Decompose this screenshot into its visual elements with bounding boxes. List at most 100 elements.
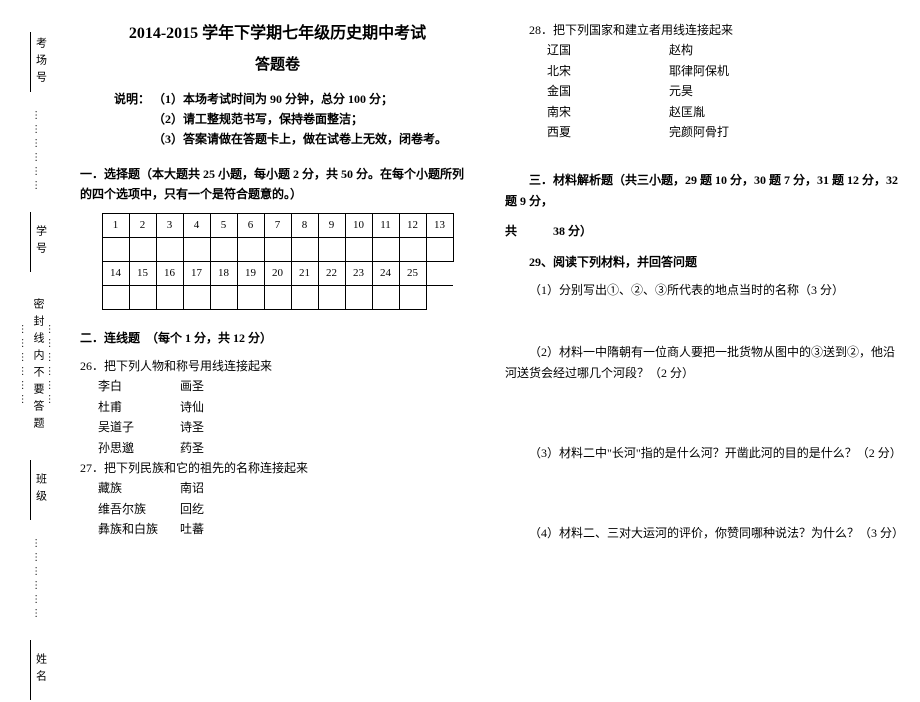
answer-cell: 13 (426, 213, 453, 237)
answer-cell[interactable] (210, 285, 237, 309)
sidebar-label: 班级 (33, 469, 49, 511)
sidebar-dots: ……………… (19, 324, 30, 408)
page-content: 2014-2015 学年下学期七年级历史期中考试 答题卷 说明： （1）本场考试… (80, 20, 900, 630)
answer-cell[interactable] (318, 285, 345, 309)
q29-2: （2）材料一中隋朝有一位商人要把一批货物从图中的③送到②，他沿河送货会经过哪几个… (505, 342, 900, 383)
answer-cell: 17 (183, 261, 210, 285)
table-row: 14 15 16 17 18 19 20 21 22 23 24 25 (102, 261, 453, 285)
answer-cell[interactable] (399, 237, 426, 261)
answer-cell[interactable] (210, 237, 237, 261)
answer-cell: 6 (237, 213, 264, 237)
answer-cell: 21 (291, 261, 318, 285)
answer-cell[interactable] (264, 237, 291, 261)
pair-right: 药圣 (180, 438, 204, 458)
pair-right: 回纥 (180, 499, 204, 519)
sidebar-dots: ……………… (33, 110, 44, 194)
sidebar-field-class: 班级 (28, 458, 49, 522)
pair-left: 西夏 (529, 122, 669, 142)
q27-title: 27．把下列民族和它的祖先的名称连接起来 (80, 458, 475, 478)
pair-left: 北宋 (529, 61, 669, 81)
pair-left: 维吾尔族 (80, 499, 180, 519)
pair-left: 吴道子 (80, 417, 180, 437)
answer-cell: 4 (183, 213, 210, 237)
answer-cell[interactable] (129, 285, 156, 309)
answer-cell[interactable] (183, 237, 210, 261)
answer-cell[interactable] (345, 237, 372, 261)
answer-cell (426, 285, 453, 309)
instr-3: （3）答案请做在答题卡上，做在试卷上无效，闭卷考。 (153, 132, 447, 146)
answer-cell: 19 (237, 261, 264, 285)
left-column: 2014-2015 学年下学期七年级历史期中考试 答题卷 说明： （1）本场考试… (80, 20, 475, 630)
answer-cell[interactable] (129, 237, 156, 261)
answer-cell: 7 (264, 213, 291, 237)
pair-row: 杜甫诗仙 (80, 397, 475, 417)
answer-cell[interactable] (291, 237, 318, 261)
answer-cell: 14 (102, 261, 129, 285)
sidebar-underline (30, 640, 31, 700)
binding-sidebar: 考场号 ……………… 学号 ……………… 密封线内不要答题 ……………… 班级 … (8, 20, 68, 630)
pair-row: 藏族南诏 (80, 478, 475, 498)
q29-3: （3）材料二中"长河"指的是什么河？开凿此河的目的是什么？（2 分） (505, 443, 900, 463)
pair-row: 辽国赵构 (529, 40, 900, 60)
answer-cell[interactable] (237, 285, 264, 309)
answer-cell[interactable] (291, 285, 318, 309)
answer-cell[interactable] (264, 285, 291, 309)
sidebar-label: 考场号 (33, 33, 49, 92)
pair-row: 西夏完颜阿骨打 (529, 122, 900, 142)
answer-cell[interactable] (183, 285, 210, 309)
pair-row: 北宋耶律阿保机 (529, 61, 900, 81)
sidebar-underline (30, 460, 31, 520)
instr-2: （2）请工整规范书写，保持卷面整洁； (153, 112, 363, 126)
pair-left: 彝族和白族 (80, 519, 180, 539)
sidebar-dots: ……………… (46, 324, 57, 408)
pair-left: 李白 (80, 376, 180, 396)
pair-row: 孙思邈药圣 (80, 438, 475, 458)
pair-row: 维吾尔族回纥 (80, 499, 475, 519)
pair-row: 南宋赵匡胤 (529, 102, 900, 122)
answer-cell[interactable] (102, 285, 129, 309)
q28-title: 28．把下列国家和建立者用线连接起来 (505, 20, 900, 40)
sidebar-underline (30, 32, 31, 92)
answer-cell[interactable] (372, 285, 399, 309)
table-row (102, 285, 453, 309)
answer-table-wrap: 1 2 3 4 5 6 7 8 9 10 11 12 13 (80, 213, 475, 310)
answer-cell[interactable] (237, 237, 264, 261)
answer-cell[interactable] (156, 237, 183, 261)
answer-cell (426, 261, 453, 285)
pair-right: 赵匡胤 (669, 102, 705, 122)
sidebar-field-name: 姓名 (28, 638, 49, 702)
answer-cell: 22 (318, 261, 345, 285)
pair-row: 彝族和白族吐蕃 (80, 519, 475, 539)
answer-cell: 12 (399, 213, 426, 237)
q29-1: （1）分别写出①、②、③所代表的地点当时的名称（3 分） (505, 280, 900, 300)
section2-heading: 二．连线题 （每个 1 分，共 12 分） (80, 328, 475, 348)
pair-right: 完颜阿骨打 (669, 122, 729, 142)
answer-cell: 8 (291, 213, 318, 237)
seal-text: 密封线内不要答题 (30, 294, 46, 438)
pair-right: 画圣 (180, 376, 204, 396)
answer-cell[interactable] (102, 237, 129, 261)
answer-cell: 25 (399, 261, 426, 285)
answer-cell[interactable] (156, 285, 183, 309)
table-row (102, 237, 453, 261)
pair-left: 辽国 (529, 40, 669, 60)
pair-right: 耶律阿保机 (669, 61, 729, 81)
answer-cell: 3 (156, 213, 183, 237)
section3-heading-b: 共 38 分） (505, 221, 900, 241)
answer-cell[interactable] (345, 285, 372, 309)
answer-cell[interactable] (372, 237, 399, 261)
sidebar-dots: ……………… (33, 538, 44, 622)
pair-row: 吴道子诗圣 (80, 417, 475, 437)
pair-row: 金国元昊 (529, 81, 900, 101)
answer-cell[interactable] (318, 237, 345, 261)
answer-cell[interactable] (399, 285, 426, 309)
answer-cell[interactable] (426, 237, 453, 261)
pair-row: 李白画圣 (80, 376, 475, 396)
q26-title: 26．把下列人物和称号用线连接起来 (80, 356, 475, 376)
pair-left: 藏族 (80, 478, 180, 498)
answer-cell: 1 (102, 213, 129, 237)
pair-left: 南宋 (529, 102, 669, 122)
pair-right: 南诏 (180, 478, 204, 498)
pair-left: 杜甫 (80, 397, 180, 417)
answer-cell: 11 (372, 213, 399, 237)
